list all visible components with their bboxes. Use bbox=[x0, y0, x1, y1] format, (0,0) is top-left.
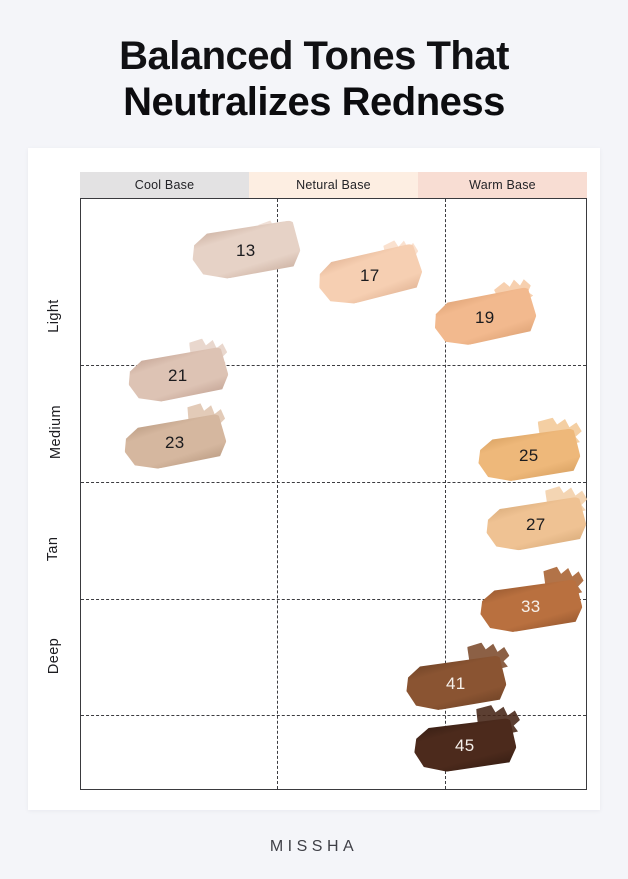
title-line-2: Neutralizes Redness bbox=[123, 79, 505, 124]
row-label-light: Light bbox=[46, 299, 62, 333]
page-title: Balanced Tones That Neutralizes Redness bbox=[0, 34, 628, 125]
swatch-number-25: 25 bbox=[519, 446, 539, 466]
row-label-deep: Deep bbox=[46, 637, 62, 675]
swatch-number-21: 21 bbox=[168, 366, 188, 386]
grid-hline-deep bbox=[81, 714, 586, 716]
shade-swatch-45[interactable]: 45 bbox=[412, 718, 518, 775]
grid-hline-tan bbox=[81, 599, 586, 601]
grid-vline-1 bbox=[276, 199, 278, 789]
column-header-netural-base: Netural Base bbox=[249, 172, 418, 198]
swatch-number-17: 17 bbox=[360, 266, 380, 286]
row-label-tan: Tan bbox=[45, 536, 61, 562]
swatch-number-41: 41 bbox=[446, 674, 466, 694]
brand-logo: MISSHA bbox=[269, 838, 359, 855]
title-line-1: Balanced Tones That bbox=[119, 34, 509, 78]
grid-hline-light bbox=[81, 365, 586, 367]
row-label-medium: Medium bbox=[48, 405, 64, 459]
grid-hline-medium bbox=[81, 481, 586, 483]
shade-chart-card: Cool Base Netural Base Warm Base Light M… bbox=[28, 148, 600, 810]
swatch-number-45: 45 bbox=[455, 736, 475, 756]
swatch-number-13: 13 bbox=[236, 241, 256, 261]
column-header-warm-base: Warm Base bbox=[418, 172, 587, 198]
swatch-number-23: 23 bbox=[165, 433, 185, 453]
swatch-number-33: 33 bbox=[521, 597, 541, 617]
column-header-band: Cool Base Netural Base Warm Base bbox=[80, 172, 587, 198]
column-header-cool-base: Cool Base bbox=[80, 172, 249, 198]
swatch-number-27: 27 bbox=[526, 515, 546, 535]
swatch-number-19: 19 bbox=[475, 308, 495, 328]
grid-vline-2 bbox=[444, 199, 446, 789]
